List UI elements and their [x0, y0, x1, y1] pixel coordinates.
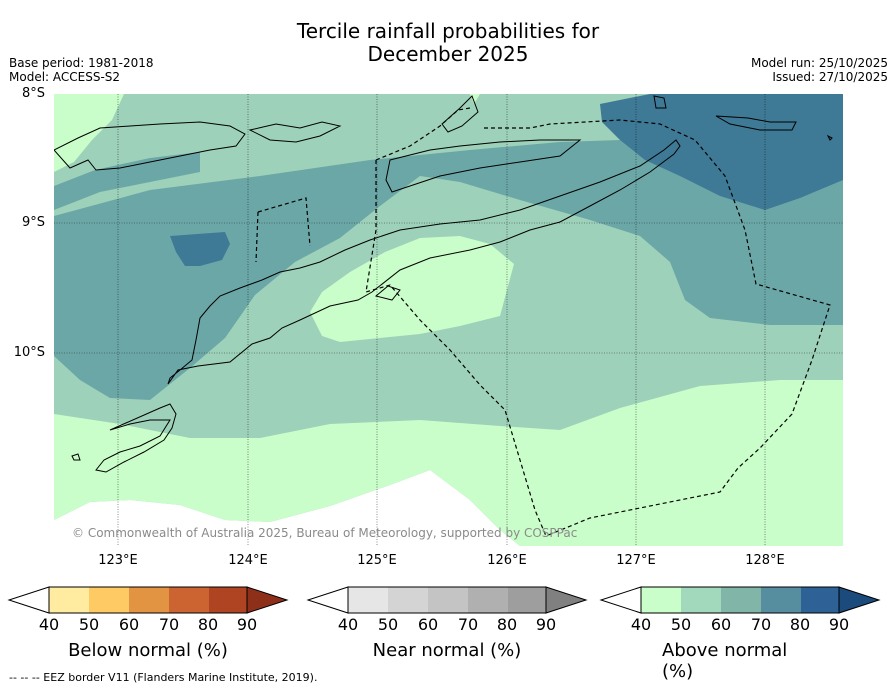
region-above-40-50-south [54, 380, 843, 546]
colorbar-above-normal [599, 586, 881, 614]
lon-label-123e: 123°E [98, 553, 138, 568]
cb-tick: 60 [417, 615, 439, 634]
cb-tick: 90 [535, 615, 557, 634]
base-period: Base period: 1981-2018 [9, 56, 154, 70]
region-above-70-80-west [170, 232, 230, 266]
coastlines [54, 95, 833, 473]
copyright-notice: © Commonwealth of Australia 2025, Bureau… [72, 526, 578, 540]
lat-label-10s: 10°S [13, 345, 45, 360]
meta-right: Model run: 25/10/2025 Issued: 27/10/2025 [751, 56, 888, 84]
lon-label-128e: 128°E [745, 553, 785, 568]
cb-tick: 50 [78, 615, 100, 634]
colorbar-label-near: Near normal (%) [372, 640, 522, 661]
colorbar-label-above: Above normal (%) [662, 640, 788, 682]
cb-tick: 70 [750, 615, 772, 634]
region-no-skill [54, 470, 520, 546]
cb-tick: 40 [38, 615, 60, 634]
lon-label-126e: 126°E [487, 553, 527, 568]
cb-tick: 40 [630, 615, 652, 634]
title-line-1: Tercile rainfall probabilities for [296, 19, 600, 43]
meta-left: Base period: 1981-2018 Model: ACCESS-S2 [9, 56, 154, 84]
lon-label-124e: 124°E [228, 553, 268, 568]
title-line-2: December 2025 [367, 42, 529, 66]
gridlines [54, 94, 843, 546]
model-run: Model run: 25/10/2025 [750, 56, 888, 70]
cb-tick: 60 [710, 615, 732, 634]
cb-tick: 90 [236, 615, 258, 634]
eez-border [255, 107, 831, 537]
chart-title: Tercile rainfall probabilities for Decem… [0, 20, 896, 66]
issued-date: Issued: 27/10/2025 [772, 70, 888, 84]
region-above-40-50-central [310, 236, 514, 342]
cb-tick: 70 [457, 615, 479, 634]
cb-tick: 90 [828, 615, 850, 634]
cb-tick: 50 [670, 615, 692, 634]
cb-tick: 50 [377, 615, 399, 634]
cb-tick: 40 [337, 615, 359, 634]
lat-label-8s: 8°S [21, 86, 45, 101]
region-above-60-70 [54, 140, 843, 400]
region-above-70-80-ne [600, 94, 843, 210]
cb-tick: 80 [789, 615, 811, 634]
model-name: Model: ACCESS-S2 [9, 70, 121, 84]
lon-label-127e: 127°E [616, 553, 656, 568]
lat-label-9s: 9°S [21, 215, 45, 230]
lon-label-125e: 125°E [357, 553, 397, 568]
cb-tick: 70 [158, 615, 180, 634]
cb-tick: 80 [496, 615, 518, 634]
colorbar-near-normal [306, 586, 588, 614]
colorbar-label-below: Below normal (%) [68, 640, 228, 661]
region-above-60-70-west [54, 152, 200, 210]
cb-tick: 60 [118, 615, 140, 634]
footnote-eez: -- -- -- EEZ border V11 (Flanders Marine… [9, 671, 318, 684]
cb-tick: 80 [197, 615, 219, 634]
colorbar-below-normal [7, 586, 289, 614]
